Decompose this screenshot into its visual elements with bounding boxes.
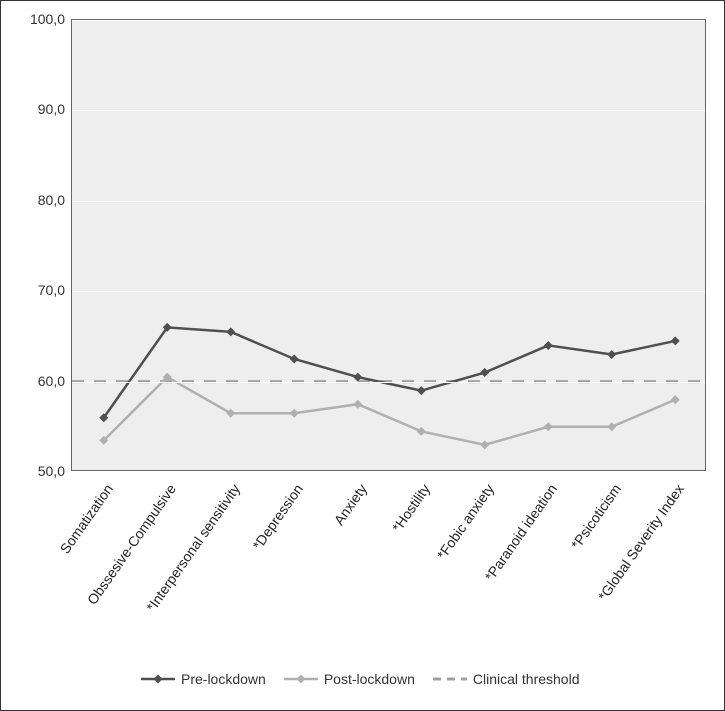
- legend-swatch: [141, 672, 175, 686]
- y-tick-label: 90,0: [7, 101, 65, 117]
- data-marker: [480, 368, 489, 377]
- x-tick-label: *Paranoid ideation: [482, 481, 561, 584]
- x-tick-label: *Psicoticism: [567, 481, 623, 552]
- x-tick-label: Anxiety: [330, 481, 369, 528]
- data-marker: [290, 355, 299, 364]
- series-line: [104, 377, 676, 445]
- data-marker: [671, 336, 680, 345]
- legend-label: Post-lockdown: [324, 671, 415, 687]
- data-marker: [417, 427, 426, 436]
- chart-frame: Pre-lockdown Post-lockdown Clinical thresh…: [0, 0, 725, 711]
- gridline: [72, 201, 705, 202]
- x-tick-label: Somatization: [56, 481, 116, 556]
- y-tick-label: 80,0: [7, 192, 65, 208]
- data-marker: [671, 395, 680, 404]
- data-marker: [296, 675, 305, 684]
- y-tick-label: 70,0: [7, 282, 65, 298]
- legend-item: Clinical threshold: [433, 671, 580, 687]
- legend-item: Post-lockdown: [284, 671, 415, 687]
- legend-label: Pre-lockdown: [181, 671, 266, 687]
- legend-swatch: [433, 672, 467, 686]
- data-marker: [353, 400, 362, 409]
- data-marker: [290, 409, 299, 418]
- data-marker: [544, 422, 553, 431]
- data-marker: [480, 440, 489, 449]
- data-marker: [544, 341, 553, 350]
- legend-item: Pre-lockdown: [141, 671, 266, 687]
- plot-area: [71, 19, 706, 471]
- y-tick-label: 50,0: [7, 463, 65, 479]
- data-marker: [607, 350, 616, 359]
- data-marker: [154, 675, 163, 684]
- data-marker: [417, 386, 426, 395]
- legend: Pre-lockdown Post-lockdown Clinical thresh…: [141, 671, 579, 687]
- gridline: [72, 291, 705, 292]
- x-tick-label: *Hostility: [389, 481, 433, 535]
- y-tick-label: 100,0: [7, 11, 65, 27]
- x-tick-label: *Depression: [250, 481, 307, 553]
- data-marker: [226, 327, 235, 336]
- series-line: [104, 327, 676, 417]
- x-tick-label: *Fobic anxiety: [433, 481, 497, 562]
- legend-label: Clinical threshold: [473, 671, 580, 687]
- data-marker: [607, 422, 616, 431]
- y-tick-label: 60,0: [7, 373, 65, 389]
- gridline: [72, 110, 705, 111]
- gridline: [72, 20, 705, 21]
- plot-svg: [72, 20, 707, 472]
- gridline: [72, 382, 705, 383]
- legend-swatch: [284, 672, 318, 686]
